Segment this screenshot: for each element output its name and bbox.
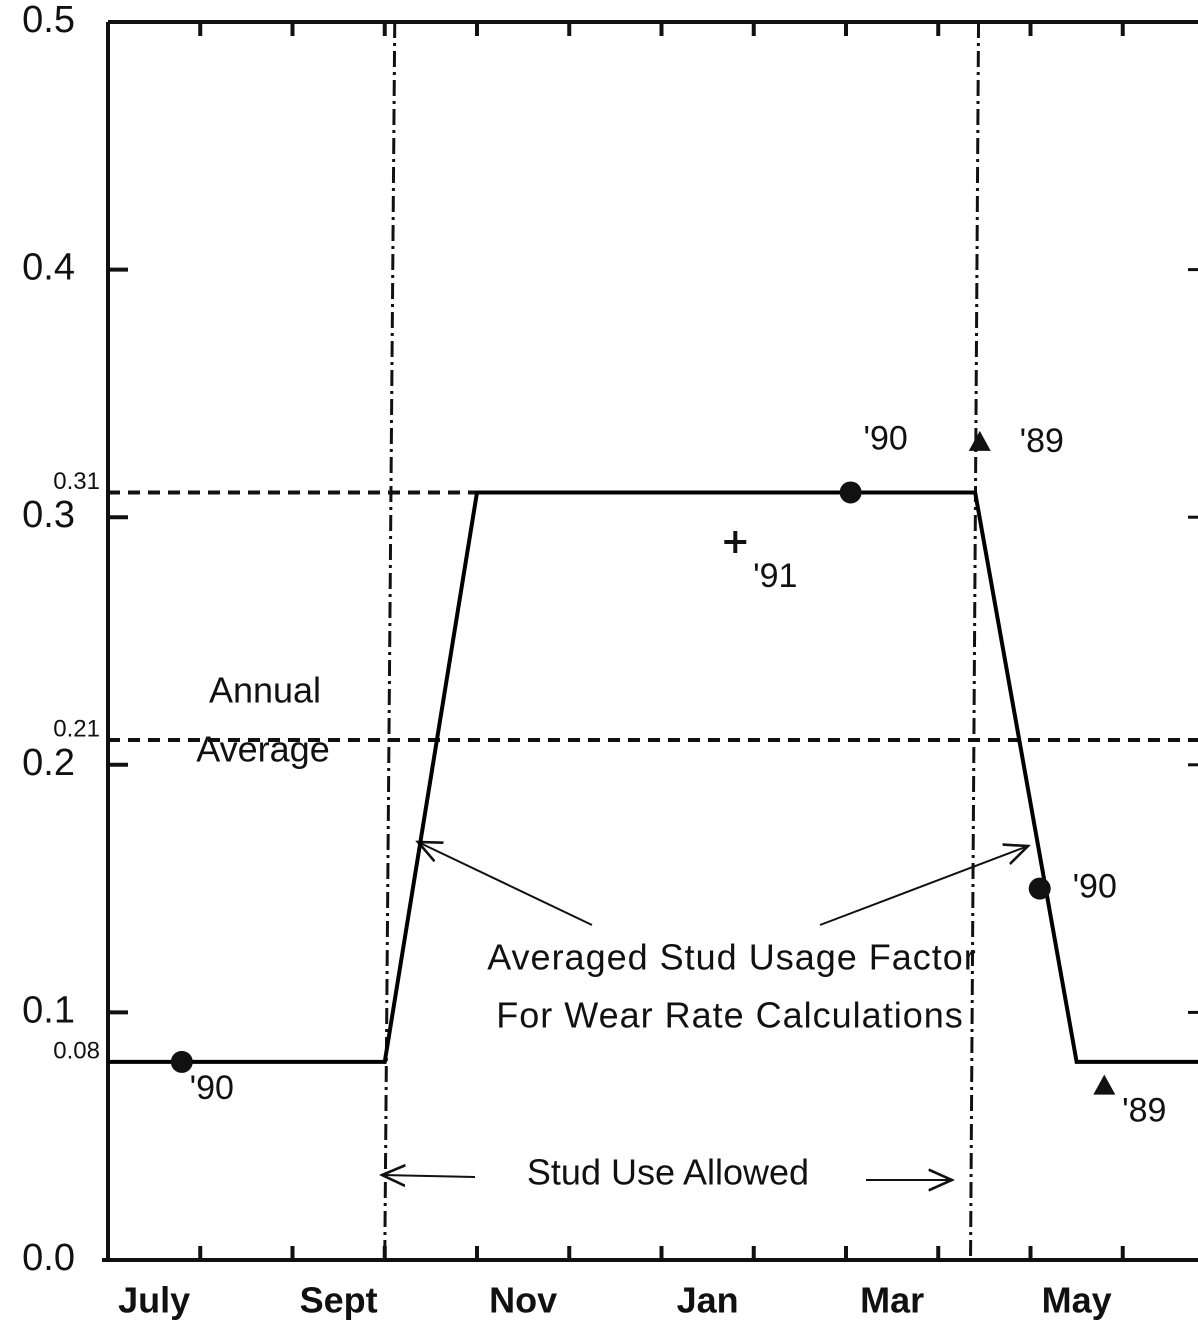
y-tick-label: 0.5 bbox=[22, 0, 75, 41]
point bbox=[170, 1050, 193, 1073]
point bbox=[839, 481, 862, 504]
point bbox=[1093, 1074, 1116, 1095]
annotation: Average bbox=[196, 729, 329, 770]
arrow bbox=[418, 842, 593, 926]
y-tick-label: 0.3 bbox=[22, 494, 75, 536]
arrow bbox=[819, 846, 1028, 926]
annotation: Stud Use Allowed bbox=[527, 1152, 809, 1193]
point-label: '90 bbox=[1073, 868, 1117, 906]
point-label: '90 bbox=[863, 419, 907, 457]
point-label: '90 bbox=[190, 1069, 234, 1107]
y-tick-label: 0.2 bbox=[22, 742, 75, 784]
point-label: '89 bbox=[1122, 1092, 1166, 1130]
reference-label: 0.31 bbox=[53, 468, 100, 495]
x-tick-label: Nov bbox=[489, 1280, 557, 1321]
annotation: Annual bbox=[209, 670, 321, 711]
point-label: '91 bbox=[753, 557, 797, 595]
point bbox=[724, 530, 747, 553]
x-tick-label: Jan bbox=[677, 1280, 739, 1321]
y-tick-label: 0.0 bbox=[22, 1237, 75, 1279]
y-tick-label: 0.4 bbox=[22, 247, 75, 289]
point-label: '89 bbox=[1020, 422, 1064, 460]
series-line bbox=[108, 490, 1198, 1064]
arrow bbox=[382, 1175, 476, 1177]
x-tick-label: Sept bbox=[300, 1280, 378, 1321]
season-line bbox=[383, 21, 397, 1261]
point bbox=[968, 430, 991, 451]
x-tick-label: Mar bbox=[860, 1280, 924, 1321]
x-tick-label: May bbox=[1042, 1280, 1112, 1321]
season-line bbox=[969, 21, 981, 1261]
annotation: Averaged Stud Usage Factor bbox=[487, 937, 977, 978]
reference-label: 0.08 bbox=[53, 1037, 100, 1064]
x-tick-label: July bbox=[118, 1280, 190, 1321]
point bbox=[1028, 877, 1051, 900]
annotation: For Wear Rate Calculations bbox=[496, 995, 964, 1036]
y-tick-label: 0.1 bbox=[22, 989, 75, 1031]
reference-label: 0.21 bbox=[53, 715, 100, 742]
